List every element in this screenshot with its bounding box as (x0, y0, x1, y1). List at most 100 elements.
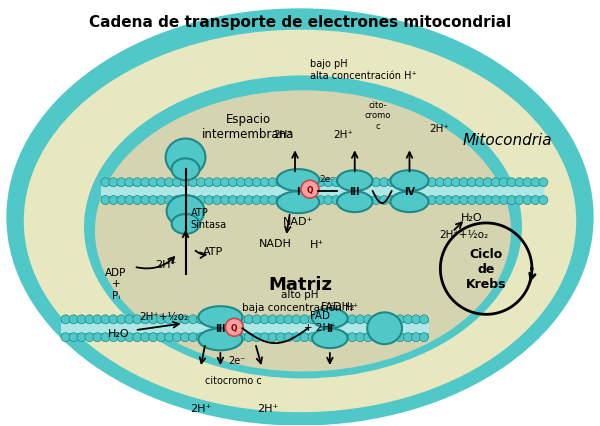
Circle shape (260, 333, 269, 342)
Circle shape (229, 333, 237, 342)
Circle shape (316, 196, 325, 205)
Circle shape (332, 315, 341, 324)
Text: 2H⁺: 2H⁺ (155, 259, 176, 269)
Circle shape (133, 178, 142, 187)
Circle shape (157, 333, 166, 342)
Text: I: I (296, 187, 300, 197)
Circle shape (109, 315, 118, 324)
Bar (101, 187, 544, 197)
Text: Q: Q (307, 185, 313, 194)
Circle shape (229, 315, 237, 324)
Circle shape (133, 315, 142, 324)
Circle shape (419, 333, 428, 342)
Circle shape (117, 333, 126, 342)
Circle shape (205, 178, 214, 187)
Text: H₂O: H₂O (461, 213, 483, 222)
Circle shape (316, 333, 325, 342)
Circle shape (308, 178, 317, 187)
Text: alto pH
baja concentración H⁺: alto pH baja concentración H⁺ (242, 290, 358, 312)
Bar (61, 323, 430, 334)
Circle shape (531, 178, 540, 187)
Circle shape (69, 315, 78, 324)
Bar (101, 182, 544, 201)
Circle shape (125, 196, 134, 205)
Circle shape (388, 196, 397, 205)
Circle shape (69, 333, 78, 342)
Ellipse shape (337, 171, 373, 192)
Circle shape (220, 315, 229, 324)
Circle shape (515, 196, 524, 205)
Circle shape (332, 333, 341, 342)
Circle shape (340, 196, 349, 205)
Circle shape (380, 196, 389, 205)
Circle shape (220, 178, 229, 187)
Circle shape (340, 315, 349, 324)
Circle shape (109, 333, 118, 342)
Circle shape (149, 178, 158, 187)
Circle shape (292, 315, 301, 324)
Circle shape (141, 178, 149, 187)
Circle shape (61, 315, 70, 324)
Circle shape (125, 178, 134, 187)
Circle shape (164, 315, 173, 324)
Circle shape (205, 315, 214, 324)
Circle shape (212, 178, 221, 187)
Text: ATP
Sintasa: ATP Sintasa (191, 207, 227, 229)
Text: III: III (349, 187, 360, 197)
Circle shape (284, 178, 293, 187)
Text: NAD⁺: NAD⁺ (283, 216, 313, 226)
Circle shape (109, 196, 118, 205)
Text: Q: Q (231, 323, 238, 332)
Ellipse shape (166, 139, 205, 177)
Bar (61, 319, 430, 338)
Text: NADH: NADH (259, 238, 292, 248)
Circle shape (276, 315, 285, 324)
Circle shape (117, 178, 126, 187)
Text: 2H⁺: 2H⁺ (190, 403, 211, 413)
Circle shape (371, 178, 380, 187)
Text: 2H⁺: 2H⁺ (333, 130, 353, 140)
Circle shape (173, 178, 182, 187)
Circle shape (212, 333, 221, 342)
Circle shape (388, 178, 397, 187)
Text: 2H⁺+½o₂: 2H⁺+½o₂ (139, 311, 188, 322)
Text: H₂O: H₂O (108, 328, 130, 338)
Circle shape (483, 178, 492, 187)
Circle shape (364, 196, 373, 205)
Circle shape (133, 333, 142, 342)
Circle shape (539, 178, 548, 187)
Circle shape (300, 333, 309, 342)
Circle shape (467, 196, 476, 205)
Circle shape (404, 178, 412, 187)
Text: Mitocondria: Mitocondria (462, 132, 552, 148)
Ellipse shape (24, 31, 576, 412)
Circle shape (252, 315, 261, 324)
Circle shape (244, 333, 253, 342)
Circle shape (117, 315, 126, 324)
Circle shape (348, 178, 357, 187)
Circle shape (364, 315, 373, 324)
Circle shape (236, 315, 245, 324)
Circle shape (229, 178, 237, 187)
Circle shape (356, 196, 365, 205)
Circle shape (371, 315, 380, 324)
Circle shape (404, 315, 412, 324)
Circle shape (284, 315, 293, 324)
Circle shape (196, 196, 205, 205)
Circle shape (133, 196, 142, 205)
Ellipse shape (199, 306, 242, 328)
Circle shape (300, 196, 309, 205)
Circle shape (149, 315, 158, 324)
Circle shape (324, 178, 333, 187)
Text: H⁺: H⁺ (310, 239, 324, 249)
Ellipse shape (199, 329, 242, 351)
Circle shape (412, 333, 421, 342)
Text: 2e⁻: 2e⁻ (229, 355, 246, 365)
Ellipse shape (277, 192, 319, 214)
Circle shape (284, 333, 293, 342)
Circle shape (404, 333, 412, 342)
Circle shape (451, 178, 460, 187)
Circle shape (491, 178, 500, 187)
Circle shape (483, 196, 492, 205)
Circle shape (173, 196, 182, 205)
